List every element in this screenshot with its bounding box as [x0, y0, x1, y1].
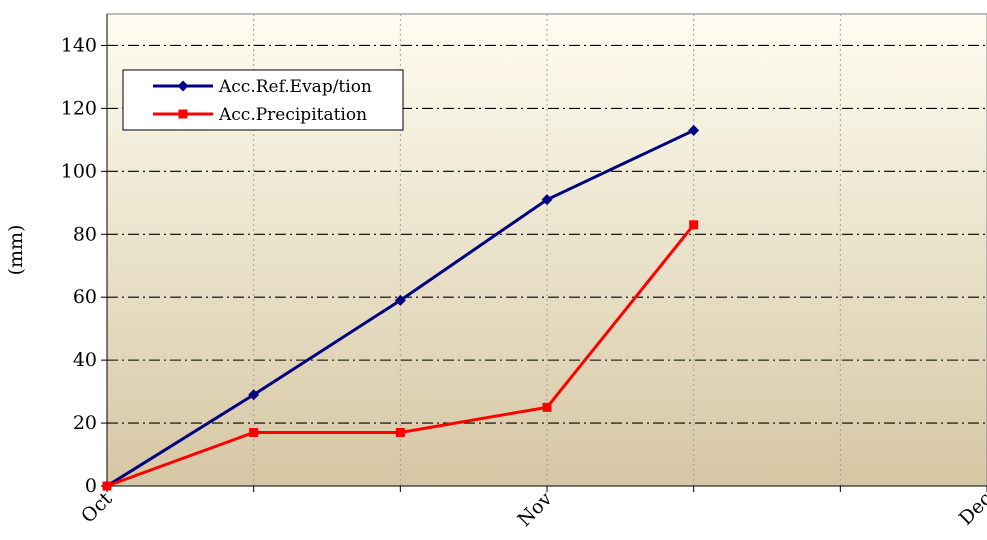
series-precipitation — [102, 220, 699, 491]
series — [101, 124, 700, 492]
legend: Acc.Ref.Evap/tion Acc.Precipitation — [122, 69, 404, 131]
square-marker — [395, 428, 405, 438]
x-tick-label: Oct — [77, 488, 117, 528]
square-marker — [178, 109, 188, 119]
y-tick-labels: 0 20 40 60 80 100 120 140 — [61, 34, 97, 497]
x-tick-label: Nov — [514, 488, 557, 531]
vertical-gridlines — [253, 14, 841, 486]
y-tick-label: 120 — [61, 97, 97, 119]
square-marker — [542, 402, 552, 412]
square-marker — [249, 428, 259, 438]
x-tick-label: Dec — [955, 488, 987, 530]
legend-item: Acc.Precipitation — [153, 105, 367, 125]
y-axis-title: (mm) — [5, 225, 27, 276]
diamond-marker — [177, 80, 189, 92]
diamond-marker — [541, 194, 553, 206]
legend-label: Acc.Precipitation — [218, 105, 367, 125]
diamond-marker — [688, 124, 700, 136]
square-marker — [102, 481, 112, 491]
y-tick-label: 20 — [73, 412, 97, 434]
legend-box — [122, 69, 404, 131]
y-tick-label: 140 — [61, 34, 97, 56]
y-tick-label: 40 — [73, 349, 97, 371]
y-tick-label: 60 — [73, 286, 97, 308]
y-tick-label: 80 — [73, 223, 97, 245]
x-tick-labels: Oct Nov Dec — [77, 488, 987, 531]
legend-label: Acc.Ref.Evap/tion — [218, 77, 372, 97]
diamond-marker — [248, 389, 260, 401]
square-marker — [689, 220, 699, 230]
y-tick-label: 100 — [61, 160, 97, 182]
axes — [101, 14, 987, 492]
diamond-marker — [394, 294, 406, 306]
y-tick-label: 0 — [85, 475, 97, 497]
legend-item: Acc.Ref.Evap/tion — [153, 77, 372, 97]
